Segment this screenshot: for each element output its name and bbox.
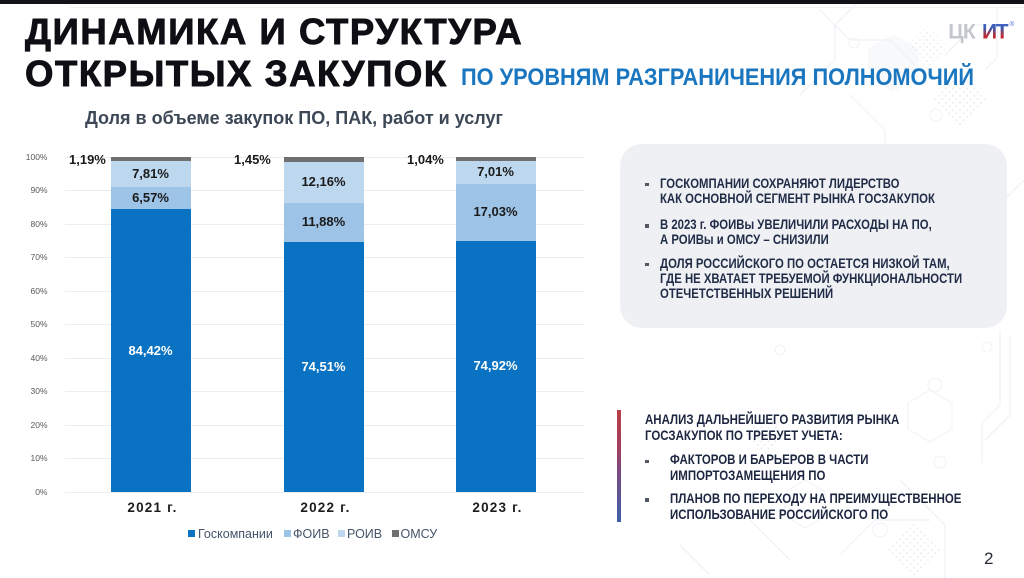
svg-text:ИТ: ИТ	[982, 21, 1009, 44]
svg-text:ЦК: ЦК	[948, 21, 976, 44]
svg-text:®: ®	[1010, 20, 1015, 28]
